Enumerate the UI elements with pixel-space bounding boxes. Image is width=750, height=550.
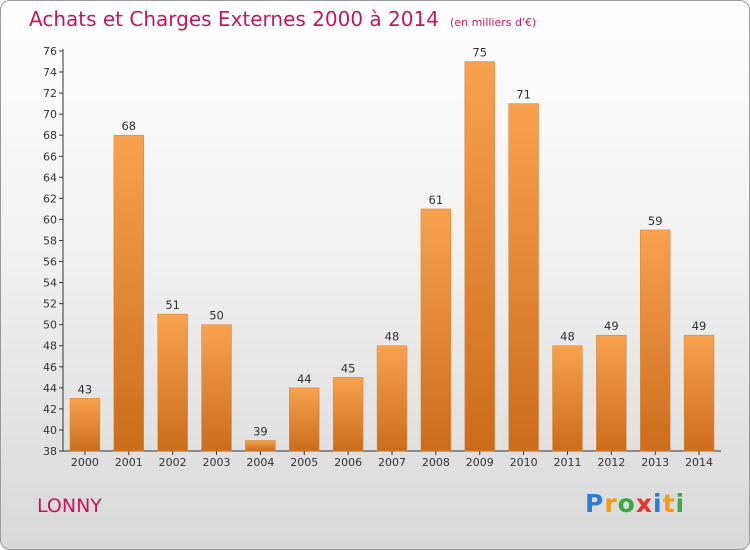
chart-title: Achats et Charges Externes 2000 à 2014 <box>29 7 439 31</box>
logo-letter: i <box>675 489 686 518</box>
bar <box>596 334 627 452</box>
y-tick-label: 44 <box>43 382 57 395</box>
y-tick-label: 50 <box>43 319 57 332</box>
y-tick-label: 70 <box>43 108 57 121</box>
bar <box>420 208 452 452</box>
data-label: 51 <box>165 298 180 312</box>
bar <box>332 377 364 452</box>
chart-unit: (en milliers d'€) <box>450 16 537 29</box>
x-tick-label: 2009 <box>466 456 494 469</box>
logo-letter: o <box>617 489 636 518</box>
bar <box>683 334 715 452</box>
data-label: 59 <box>648 214 663 228</box>
y-tick-label: 72 <box>43 87 57 100</box>
logo-letter: i <box>653 489 663 518</box>
y-tick-label: 40 <box>43 424 57 437</box>
data-label: 49 <box>604 319 619 333</box>
bar <box>113 134 145 452</box>
data-label: 48 <box>385 330 400 344</box>
chart-title-block: Achats et Charges Externes 2000 à 2014 (… <box>29 7 536 31</box>
data-label: 45 <box>341 361 356 375</box>
y-tick-label: 52 <box>43 298 57 311</box>
data-label: 75 <box>472 46 487 60</box>
x-tick-label: 2003 <box>203 456 231 469</box>
x-axis: 2000 2001 2002 2003 2004 2005 2006 2007 2008 2009… <box>63 450 721 469</box>
data-label: 39 <box>253 424 268 438</box>
y-tick-label: 60 <box>43 213 57 226</box>
x-tick-label: 2004 <box>246 456 274 469</box>
y-tick-label: 76 <box>43 45 57 58</box>
y-tick-label: 64 <box>43 171 57 184</box>
data-label: 44 <box>297 372 312 386</box>
bar <box>639 229 671 452</box>
x-tick-label: 2005 <box>290 456 318 469</box>
y-tick-label: 62 <box>43 192 57 205</box>
y-tick-label: 74 <box>43 66 57 79</box>
x-tick-label: 2006 <box>334 456 362 469</box>
y-tick-label: 56 <box>43 256 57 269</box>
data-labels: 43 68 51 50 39 44 45 48 61 75 71 48 49 59 49 <box>78 46 707 439</box>
bar <box>201 324 232 452</box>
bar <box>245 440 276 452</box>
data-label: 48 <box>560 330 575 344</box>
data-label: 61 <box>429 193 444 207</box>
data-label: 43 <box>78 382 93 396</box>
x-tick-label: 2007 <box>378 456 406 469</box>
x-tick-label: 2010 <box>510 456 538 469</box>
y-tick-label: 58 <box>43 234 57 247</box>
logo-letter: P <box>585 489 605 518</box>
proxiti-logo[interactable]: Proxiti <box>585 489 685 518</box>
bar <box>552 345 583 452</box>
bar <box>69 398 101 452</box>
data-label: 68 <box>121 119 136 133</box>
logo-letter: r <box>604 489 618 518</box>
x-tick-label: 2002 <box>159 456 187 469</box>
bars <box>69 61 715 452</box>
x-tick-label: 2000 <box>71 456 99 469</box>
bar <box>289 387 320 452</box>
y-tick-label: 54 <box>43 277 57 290</box>
bar <box>376 345 408 452</box>
y-tick-label: 38 <box>43 445 57 458</box>
x-tick-label: 2011 <box>553 456 581 469</box>
x-tick-label: 2014 <box>685 456 713 469</box>
data-label: 50 <box>209 309 224 323</box>
logo-letter: x <box>635 489 653 518</box>
bar <box>464 61 495 452</box>
y-tick-label: 46 <box>43 361 57 374</box>
city-name: LONNY <box>37 495 102 517</box>
data-label: 71 <box>516 88 531 102</box>
bar <box>508 103 539 452</box>
x-tick-label: 2008 <box>422 456 450 469</box>
x-tick-label: 2013 <box>641 456 669 469</box>
y-axis: 38 40 42 44 46 48 50 52 54 56 58 60 62 64 66 68 70 72 74 76 <box>43 45 64 458</box>
y-tick-label: 48 <box>43 340 57 353</box>
data-label: 49 <box>692 319 707 333</box>
x-tick-label: 2012 <box>597 456 625 469</box>
logo-letter: t <box>662 489 676 518</box>
y-tick-label: 68 <box>43 129 57 142</box>
y-tick-label: 66 <box>43 150 57 163</box>
bar <box>157 313 188 452</box>
y-tick-label: 42 <box>43 403 57 416</box>
x-tick-label: 2001 <box>115 456 143 469</box>
